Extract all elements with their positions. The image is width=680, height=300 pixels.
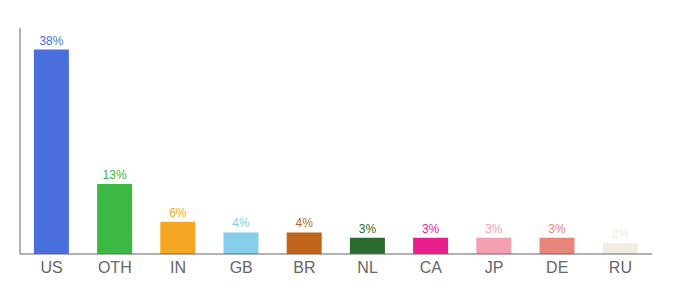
- svg-text:JP: JP: [485, 259, 504, 276]
- svg-text:3%: 3%: [359, 222, 377, 236]
- svg-text:BR: BR: [293, 259, 315, 276]
- svg-text:6%: 6%: [169, 206, 187, 220]
- svg-text:RU: RU: [609, 259, 632, 276]
- svg-text:4%: 4%: [296, 216, 314, 230]
- svg-text:IN: IN: [170, 259, 186, 276]
- svg-text:US: US: [40, 259, 62, 276]
- svg-text:38%: 38%: [39, 34, 63, 48]
- svg-text:2%: 2%: [612, 227, 630, 241]
- svg-text:GB: GB: [230, 259, 253, 276]
- svg-text:3%: 3%: [422, 222, 440, 236]
- svg-text:4%: 4%: [232, 216, 250, 230]
- svg-text:NL: NL: [357, 259, 378, 276]
- svg-text:CA: CA: [420, 259, 443, 276]
- svg-text:OTH: OTH: [98, 259, 132, 276]
- svg-text:13%: 13%: [103, 168, 127, 182]
- svg-text:3%: 3%: [485, 222, 503, 236]
- svg-text:DE: DE: [546, 259, 568, 276]
- svg-text:3%: 3%: [548, 222, 566, 236]
